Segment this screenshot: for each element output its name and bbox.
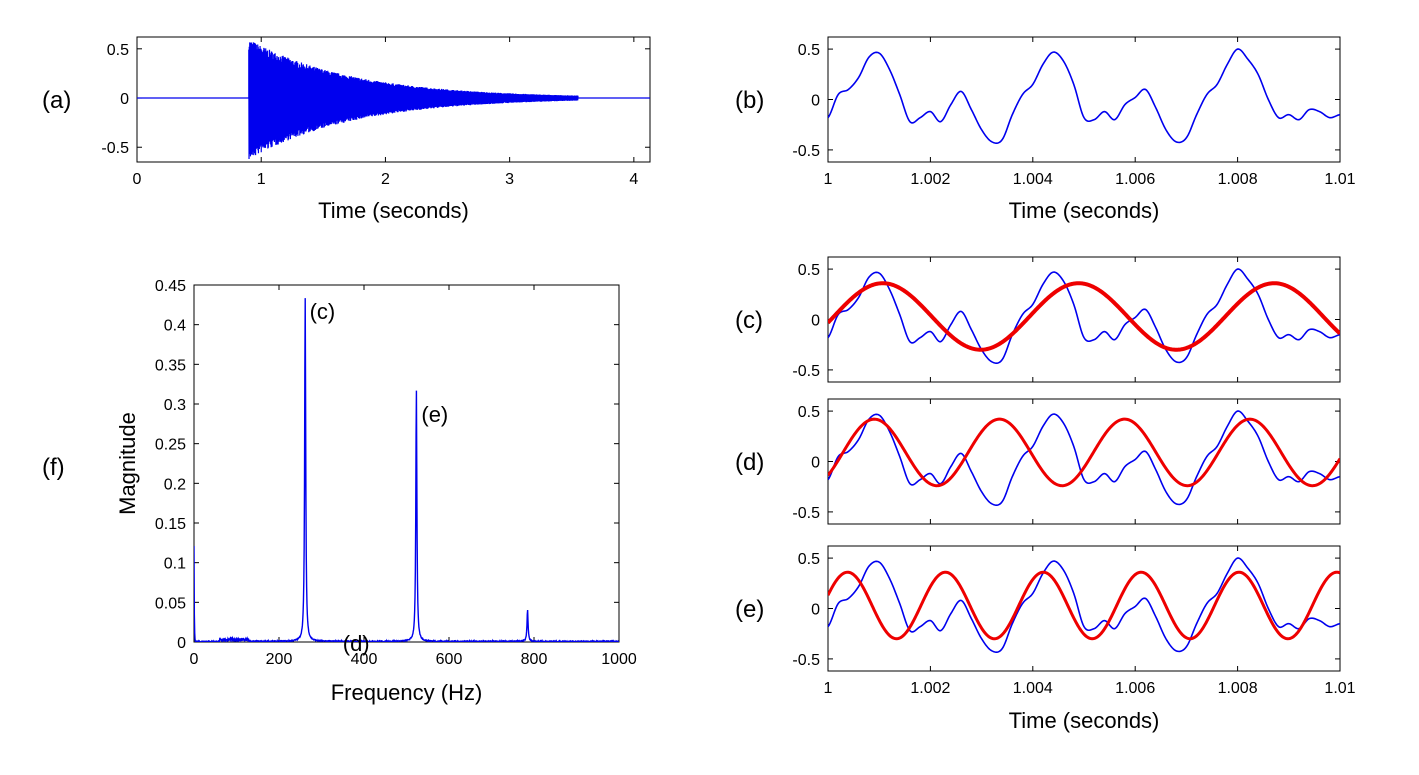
peak-annotation: (c) bbox=[310, 299, 336, 324]
y-tick-label: -0.5 bbox=[792, 505, 820, 522]
plot-area-b bbox=[828, 48, 1340, 144]
x-tick-label: 1 bbox=[824, 680, 833, 697]
y-axis-label: Magnitude bbox=[115, 412, 140, 515]
plot-area-a bbox=[137, 42, 650, 160]
series-line-sinusoid bbox=[828, 570, 1340, 641]
plot-area-f bbox=[194, 298, 619, 642]
x-tick-label: 400 bbox=[351, 651, 378, 668]
y-tick-label: 0.5 bbox=[798, 42, 820, 59]
y-tick-label: 0.3 bbox=[164, 397, 186, 414]
y-tick-label: -0.5 bbox=[792, 363, 820, 380]
y-tick-label: 0 bbox=[811, 313, 820, 330]
series-line-signal bbox=[828, 48, 1340, 144]
panel-label-f: (f) bbox=[42, 454, 65, 481]
plot-area-d bbox=[828, 410, 1340, 506]
panel-e: 1 1.002 1.004 1.006 1.008 1.01 -0.5 0 0.5 (e) Time… bbox=[735, 545, 1356, 733]
plot-frame-d bbox=[827, 398, 1341, 525]
panel-c: -0.5 0 0.5 (c) bbox=[735, 256, 1341, 383]
x-tick-label: 0 bbox=[133, 171, 142, 188]
plot-area-e bbox=[828, 557, 1340, 653]
plot-frame-a bbox=[136, 36, 651, 163]
y-tick-label: 0.5 bbox=[798, 404, 820, 421]
x-tick-label: 1000 bbox=[601, 651, 637, 668]
y-tick-label: 0.4 bbox=[164, 318, 186, 335]
panel-f: 0 200 400 600 800 1000 0 0.05 0.1 0.15 0.2 0.25 0.3 0… bbox=[42, 278, 637, 705]
x-axis-label: Time (seconds) bbox=[1009, 198, 1160, 223]
y-tick-label: 0 bbox=[811, 93, 820, 110]
x-tick-label: 1.006 bbox=[1115, 171, 1155, 188]
x-tick-label: 1.004 bbox=[1013, 171, 1053, 188]
x-tick-label: 1.002 bbox=[910, 680, 950, 697]
series-line-signal bbox=[828, 410, 1340, 506]
x-tick-label: 2 bbox=[381, 171, 390, 188]
x-tick-label: 200 bbox=[266, 651, 293, 668]
y-tick-label: 0.1 bbox=[164, 556, 186, 573]
x-tick-label: 1.004 bbox=[1013, 680, 1053, 697]
panel-d: -0.5 0 0.5 (d) bbox=[735, 398, 1341, 525]
series-line-sinusoid bbox=[828, 417, 1340, 488]
x-axis-label: Time (seconds) bbox=[1009, 708, 1160, 733]
series-line-sinusoid bbox=[828, 281, 1340, 352]
panel-b: 1 1.002 1.004 1.006 1.008 1.01 -0.5 0 0.5 (b) Time… bbox=[735, 36, 1356, 223]
x-tick-label: 1.008 bbox=[1218, 171, 1258, 188]
y-tick-label: 0.05 bbox=[155, 595, 186, 612]
y-tick-label: -0.5 bbox=[792, 652, 820, 669]
panel-label-b: (b) bbox=[735, 87, 764, 114]
x-tick-label: 1 bbox=[257, 171, 266, 188]
peak-annotation: (d) bbox=[343, 631, 370, 656]
y-tick-label: 0.35 bbox=[155, 357, 186, 374]
y-tick-label: 0 bbox=[811, 455, 820, 472]
x-tick-label: 3 bbox=[505, 171, 514, 188]
panel-label-d: (d) bbox=[735, 449, 764, 476]
plot-frame-f bbox=[193, 284, 620, 643]
x-tick-label: 1.006 bbox=[1115, 680, 1155, 697]
peak-annotation: (e) bbox=[421, 402, 448, 427]
y-tick-label: 0.2 bbox=[164, 476, 186, 493]
plot-frame-b bbox=[827, 36, 1341, 163]
x-tick-label: 1.01 bbox=[1324, 171, 1355, 188]
y-tick-label: 0 bbox=[811, 602, 820, 619]
y-tick-label: -0.5 bbox=[792, 143, 820, 160]
panel-label-a: (a) bbox=[42, 87, 71, 114]
x-tick-label: 1.008 bbox=[1218, 680, 1258, 697]
x-tick-label: 600 bbox=[436, 651, 463, 668]
y-tick-label: -0.5 bbox=[101, 140, 129, 157]
y-tick-label: 0.15 bbox=[155, 516, 186, 533]
y-tick-label: 0.45 bbox=[155, 278, 186, 295]
panel-a: 0 1 2 3 4-0.500.5(a)Time (seconds) bbox=[42, 36, 651, 223]
x-axis-label: Frequency (Hz) bbox=[331, 680, 483, 705]
y-tick-label: 0.5 bbox=[798, 262, 820, 279]
x-tick-label: 1.002 bbox=[910, 171, 950, 188]
x-tick-label: 1.01 bbox=[1324, 680, 1355, 697]
panel-label-c: (c) bbox=[735, 307, 763, 334]
panel-label-e: (e) bbox=[735, 596, 764, 623]
y-tick-label: 0.5 bbox=[107, 42, 129, 59]
x-tick-label: 800 bbox=[521, 651, 548, 668]
y-tick-label: 0.25 bbox=[155, 437, 186, 454]
plot-frame-e bbox=[827, 545, 1341, 672]
plot-frame-c bbox=[827, 256, 1341, 383]
plot-area-c bbox=[828, 268, 1340, 364]
y-tick-label: 0.5 bbox=[798, 551, 820, 568]
x-tick-label: 1 bbox=[824, 171, 833, 188]
x-axis-label: Time (seconds) bbox=[318, 198, 469, 223]
x-tick-label: 0 bbox=[190, 651, 199, 668]
series-line-signal bbox=[137, 42, 650, 160]
y-tick-label: 0 bbox=[120, 91, 129, 108]
y-tick-label: 0 bbox=[177, 635, 186, 652]
x-tick-label: 4 bbox=[629, 171, 638, 188]
series-line-spectrum bbox=[194, 298, 619, 642]
series-line-signal bbox=[828, 557, 1340, 653]
